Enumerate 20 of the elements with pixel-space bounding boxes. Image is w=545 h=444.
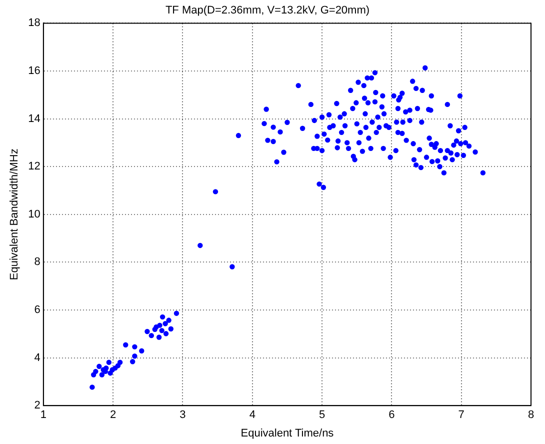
chart-title: TF Map(D=2.36mm, V=13.2kV, G=20mm): [165, 4, 370, 17]
y-axis-title: Equivalent Bandwidth/MHz: [8, 148, 21, 280]
x-tick-label: 8: [528, 409, 534, 422]
y-tick-label: 2: [34, 400, 40, 412]
x-axis-title: Equivalent Time/ns: [240, 427, 334, 440]
y-tick-label: 6: [34, 304, 40, 316]
x-tick-label: 3: [180, 409, 186, 422]
x-tick-label: 5: [318, 409, 326, 422]
y-tick-label: 16: [28, 65, 40, 78]
x-tick-label: 2: [110, 409, 116, 422]
y-tick-label: 4: [34, 352, 40, 364]
x-tick-label: 6: [388, 409, 395, 422]
y-tick-label: 8: [34, 256, 40, 268]
y-tick-label: 14: [28, 112, 40, 125]
y-tick-label: 12: [28, 160, 40, 173]
x-tick-label: 4: [249, 409, 256, 422]
x-tick-label: 1: [40, 409, 46, 422]
x-tick-label: 7: [458, 409, 464, 422]
y-tick-label: 10: [28, 208, 40, 220]
y-tick-label: 18: [28, 17, 40, 30]
